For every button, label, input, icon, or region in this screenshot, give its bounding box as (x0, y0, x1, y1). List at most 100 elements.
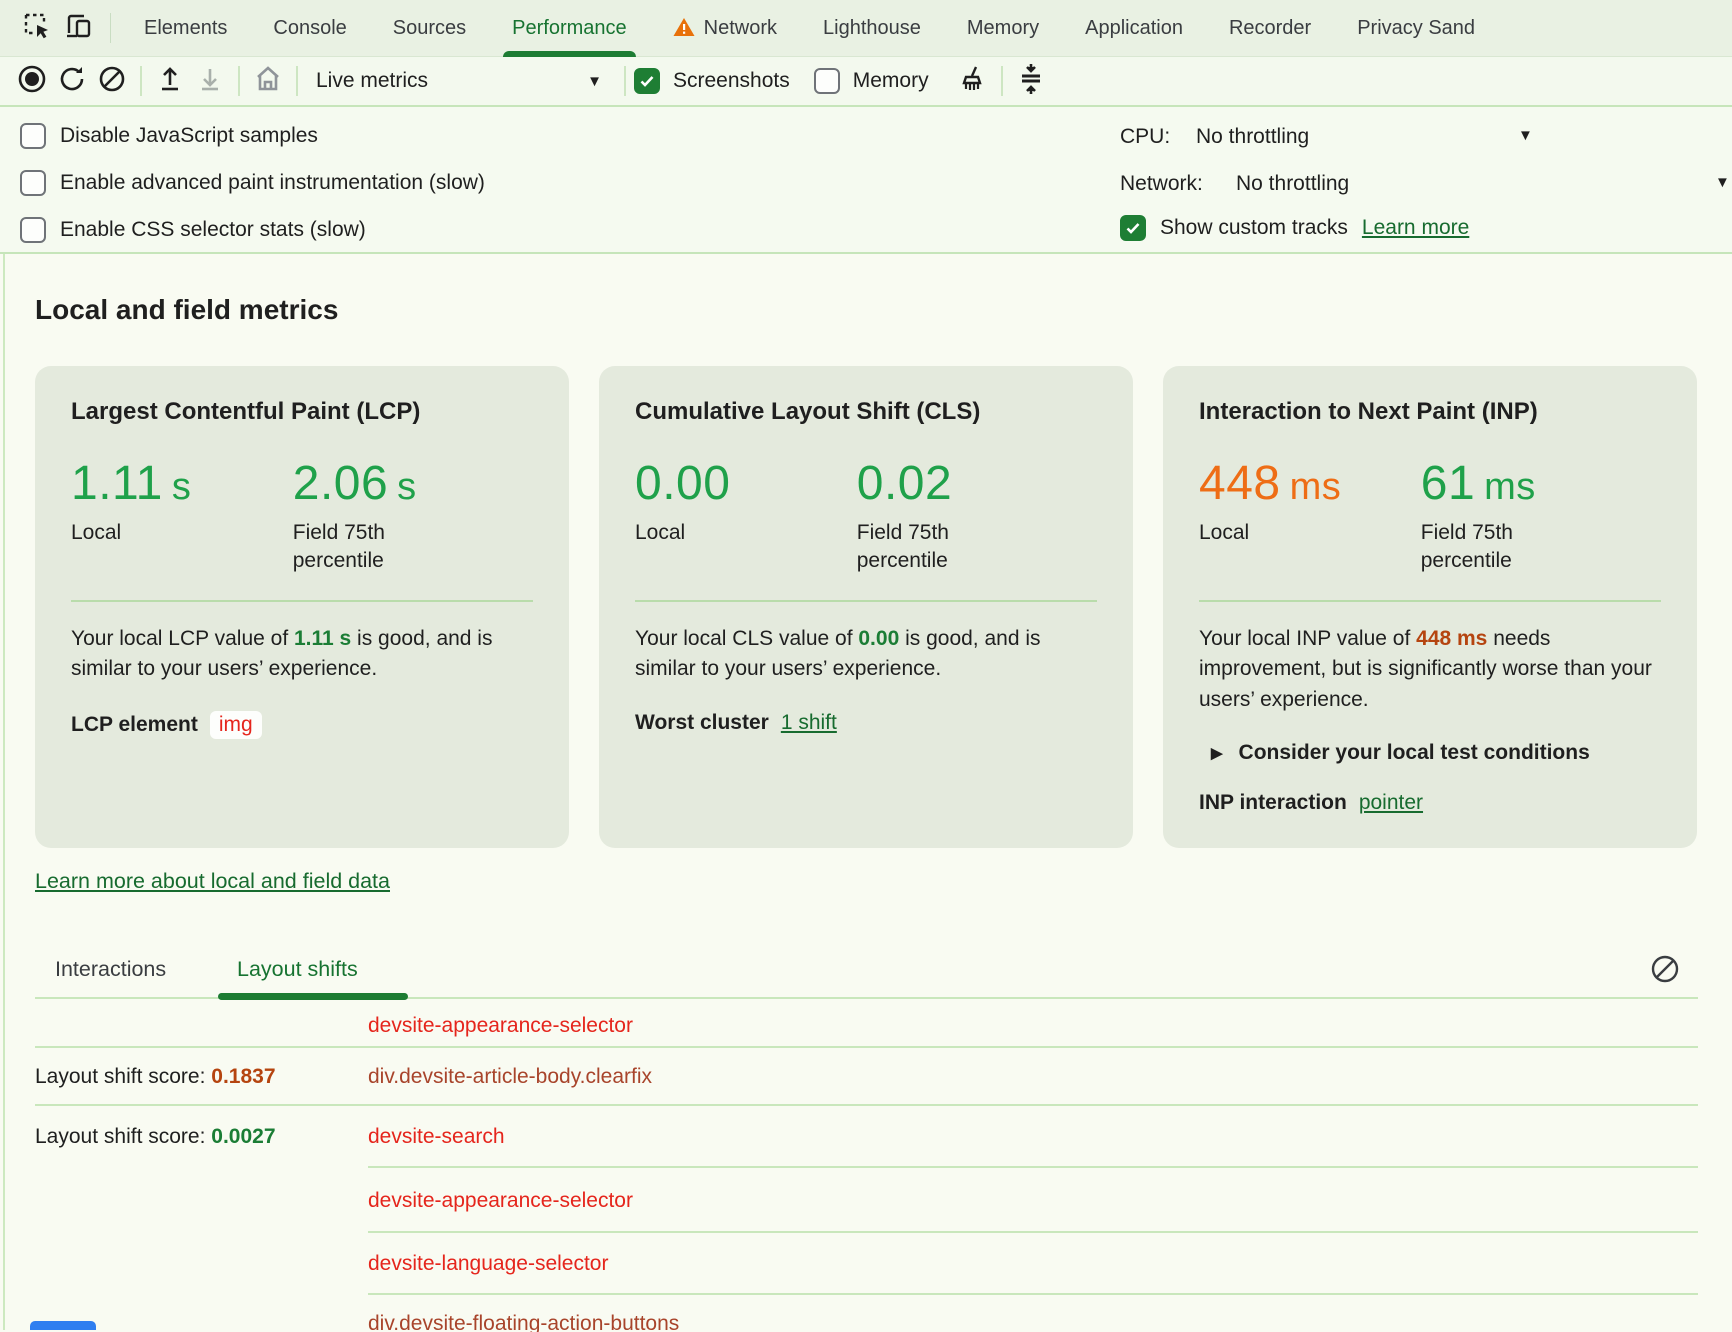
value: 448 (1199, 457, 1281, 510)
lcp-card-title: Largest Contentful Paint (LCP) (71, 398, 421, 425)
inp-field-label: Field 75th percentile (1420, 521, 1513, 573)
collect-garbage-button[interactable] (953, 61, 993, 101)
desc-value: 1.11 s (293, 626, 352, 650)
learn-more-field-data-link[interactable]: Learn more about local and field data (35, 869, 390, 894)
layout-shift-row[interactable]: devsite-appearance-selector (0, 1168, 1732, 1233)
inspect-element-button[interactable] (16, 7, 58, 49)
layout-shift-row[interactable]: devsite-language-selector (0, 1233, 1732, 1295)
cpu-throttling-value: No throttling (1196, 125, 1310, 148)
score-label: Layout shift score: (35, 1125, 212, 1148)
tab-console[interactable]: Console (250, 0, 369, 57)
disable-js-samples-setting[interactable]: Disable JavaScript samples (20, 123, 318, 149)
tab-label: Performance (512, 16, 627, 39)
tab-elements[interactable]: Elements (121, 0, 250, 57)
active-tab-underline (503, 50, 636, 57)
node-link[interactable]: devsite-appearance-selector (368, 1014, 633, 1037)
clear-button[interactable] (92, 61, 132, 101)
tab-sources[interactable]: Sources (370, 0, 489, 57)
lcp-element-node-link[interactable]: img (209, 710, 262, 739)
tab-layout-shifts[interactable]: Layout shifts (237, 957, 358, 981)
chevron-down-icon: ▼ (1518, 127, 1533, 144)
horizontal-scrollbar-thumb[interactable] (30, 1321, 96, 1330)
advanced-paint-checkbox[interactable] (20, 170, 46, 196)
value: 0.00 (635, 457, 731, 510)
cpu-throttling-caret[interactable]: ▼ (1518, 127, 1533, 144)
layout-shift-row[interactable]: Layout shift score: 0.0027 devsite-searc… (0, 1106, 1732, 1168)
link-label: Learn more about local and field data (35, 869, 390, 893)
advanced-paint-setting[interactable]: Enable advanced paint instrumentation (s… (20, 170, 485, 196)
collapse-panel-button[interactable] (1011, 61, 1051, 101)
screenshots-label: Screenshots (673, 69, 790, 92)
unit: ms (1484, 466, 1536, 508)
network-label: Network: (1120, 172, 1203, 195)
save-profile-button[interactable] (190, 61, 230, 101)
node-link[interactable]: devsite-appearance-selector (368, 1188, 633, 1212)
tab-label: Console (273, 16, 347, 39)
triangle-right-icon: ▶ (1211, 745, 1223, 762)
cls-field-value: 0.02 (857, 456, 1097, 511)
local-test-conditions-disclosure[interactable]: ▶ Consider your local test conditions (1199, 741, 1661, 765)
node-link[interactable]: div.devsite-floating-action-buttons (368, 1312, 680, 1332)
inp-card: Interaction to Next Paint (INP) 448 ms Lo… (1163, 366, 1697, 848)
css-selector-stats-setting[interactable]: Enable CSS selector stats (slow) (20, 217, 366, 243)
lcp-field-value: 2.06 s (293, 456, 533, 511)
tab-lighthouse[interactable]: Lighthouse (800, 0, 944, 57)
lcp-element-label: LCP element (71, 712, 198, 736)
layout-shift-row[interactable]: Layout shift score: 0.1837 div.devsite-a… (0, 1048, 1732, 1106)
row-separator (35, 1046, 1698, 1048)
tab-network[interactable]: Network (650, 0, 800, 57)
inp-field-value: 61 ms (1421, 456, 1661, 511)
screenshots-checkbox[interactable] (634, 68, 660, 94)
upload-icon (155, 64, 185, 99)
tab-performance[interactable]: Performance (489, 0, 650, 57)
disable-js-samples-checkbox[interactable] (20, 123, 46, 149)
home-button[interactable] (248, 61, 288, 101)
tab-label: Elements (144, 16, 228, 39)
tab-application[interactable]: Application (1062, 0, 1206, 57)
device-toolbar-icon (64, 11, 94, 46)
layout-shift-row[interactable]: devsite-appearance-selector (0, 1004, 1732, 1048)
network-throttling-caret[interactable]: ▼ (1715, 174, 1730, 191)
memory-checkbox[interactable] (813, 68, 840, 94)
row-separator (368, 1231, 1698, 1233)
tab-privacy-sandbox[interactable]: Privacy Sand (1334, 0, 1498, 57)
clear-log-button[interactable] (1648, 952, 1682, 986)
tab-recorder[interactable]: Recorder (1206, 0, 1334, 57)
score-value: 0.0027 (211, 1125, 276, 1148)
node-link[interactable]: div.devsite-article-body.clearfix (368, 1065, 652, 1088)
network-throttling-row: Network: (1120, 172, 1203, 196)
record-and-reload-button[interactable] (52, 61, 92, 101)
desc-suffix: needs improvement, but is significantly … (1199, 626, 1652, 711)
tab-label: Sources (392, 16, 467, 39)
reload-icon (56, 63, 88, 100)
inp-card-title: Interaction to Next Paint (INP) (1199, 398, 1538, 425)
network-throttling-select[interactable]: No throttling (1236, 172, 1349, 196)
tab-label: Recorder (1228, 16, 1312, 39)
screenshots-toggle[interactable]: Screenshots (634, 68, 790, 94)
custom-tracks-learn-more-link[interactable]: Learn more (1361, 216, 1470, 239)
device-toolbar-button[interactable] (58, 7, 100, 49)
cpu-throttling-select[interactable]: No throttling (1196, 125, 1309, 149)
panel-mode-label: Live metrics (316, 69, 429, 92)
css-selector-stats-checkbox[interactable] (20, 217, 46, 243)
tab-interactions[interactable]: Interactions (55, 957, 167, 981)
desc-value: 0.00 (858, 626, 900, 650)
panel-mode-select[interactable]: Live metrics ▼ (306, 62, 616, 100)
show-custom-tracks-checkbox[interactable] (1120, 215, 1146, 241)
lcp-card: Largest Contentful Paint (LCP) 1.11 s Loc… (35, 366, 569, 848)
worst-cluster-link[interactable]: 1 shift (780, 710, 837, 734)
value: 0.02 (856, 457, 953, 510)
node-link[interactable]: devsite-language-selector (368, 1252, 609, 1275)
memory-toggle[interactable]: Memory (813, 68, 929, 94)
record-button[interactable] (12, 61, 52, 101)
inp-interaction-row: INP interaction pointer (1199, 791, 1661, 815)
inp-interaction-link[interactable]: pointer (1358, 791, 1424, 814)
show-custom-tracks-setting[interactable]: Show custom tracks Learn more (1120, 215, 1469, 241)
desc-prefix: Your local LCP value of (71, 626, 294, 650)
node-link[interactable]: devsite-search (368, 1125, 505, 1148)
logs-tab-strip: Interactions Layout shifts (0, 949, 1732, 1004)
tab-memory[interactable]: Memory (944, 0, 1062, 57)
layout-shift-row[interactable]: div.devsite-floating-action-buttons (0, 1295, 1732, 1332)
load-profile-button[interactable] (150, 61, 190, 101)
inp-local-label: Local (1199, 521, 1250, 544)
